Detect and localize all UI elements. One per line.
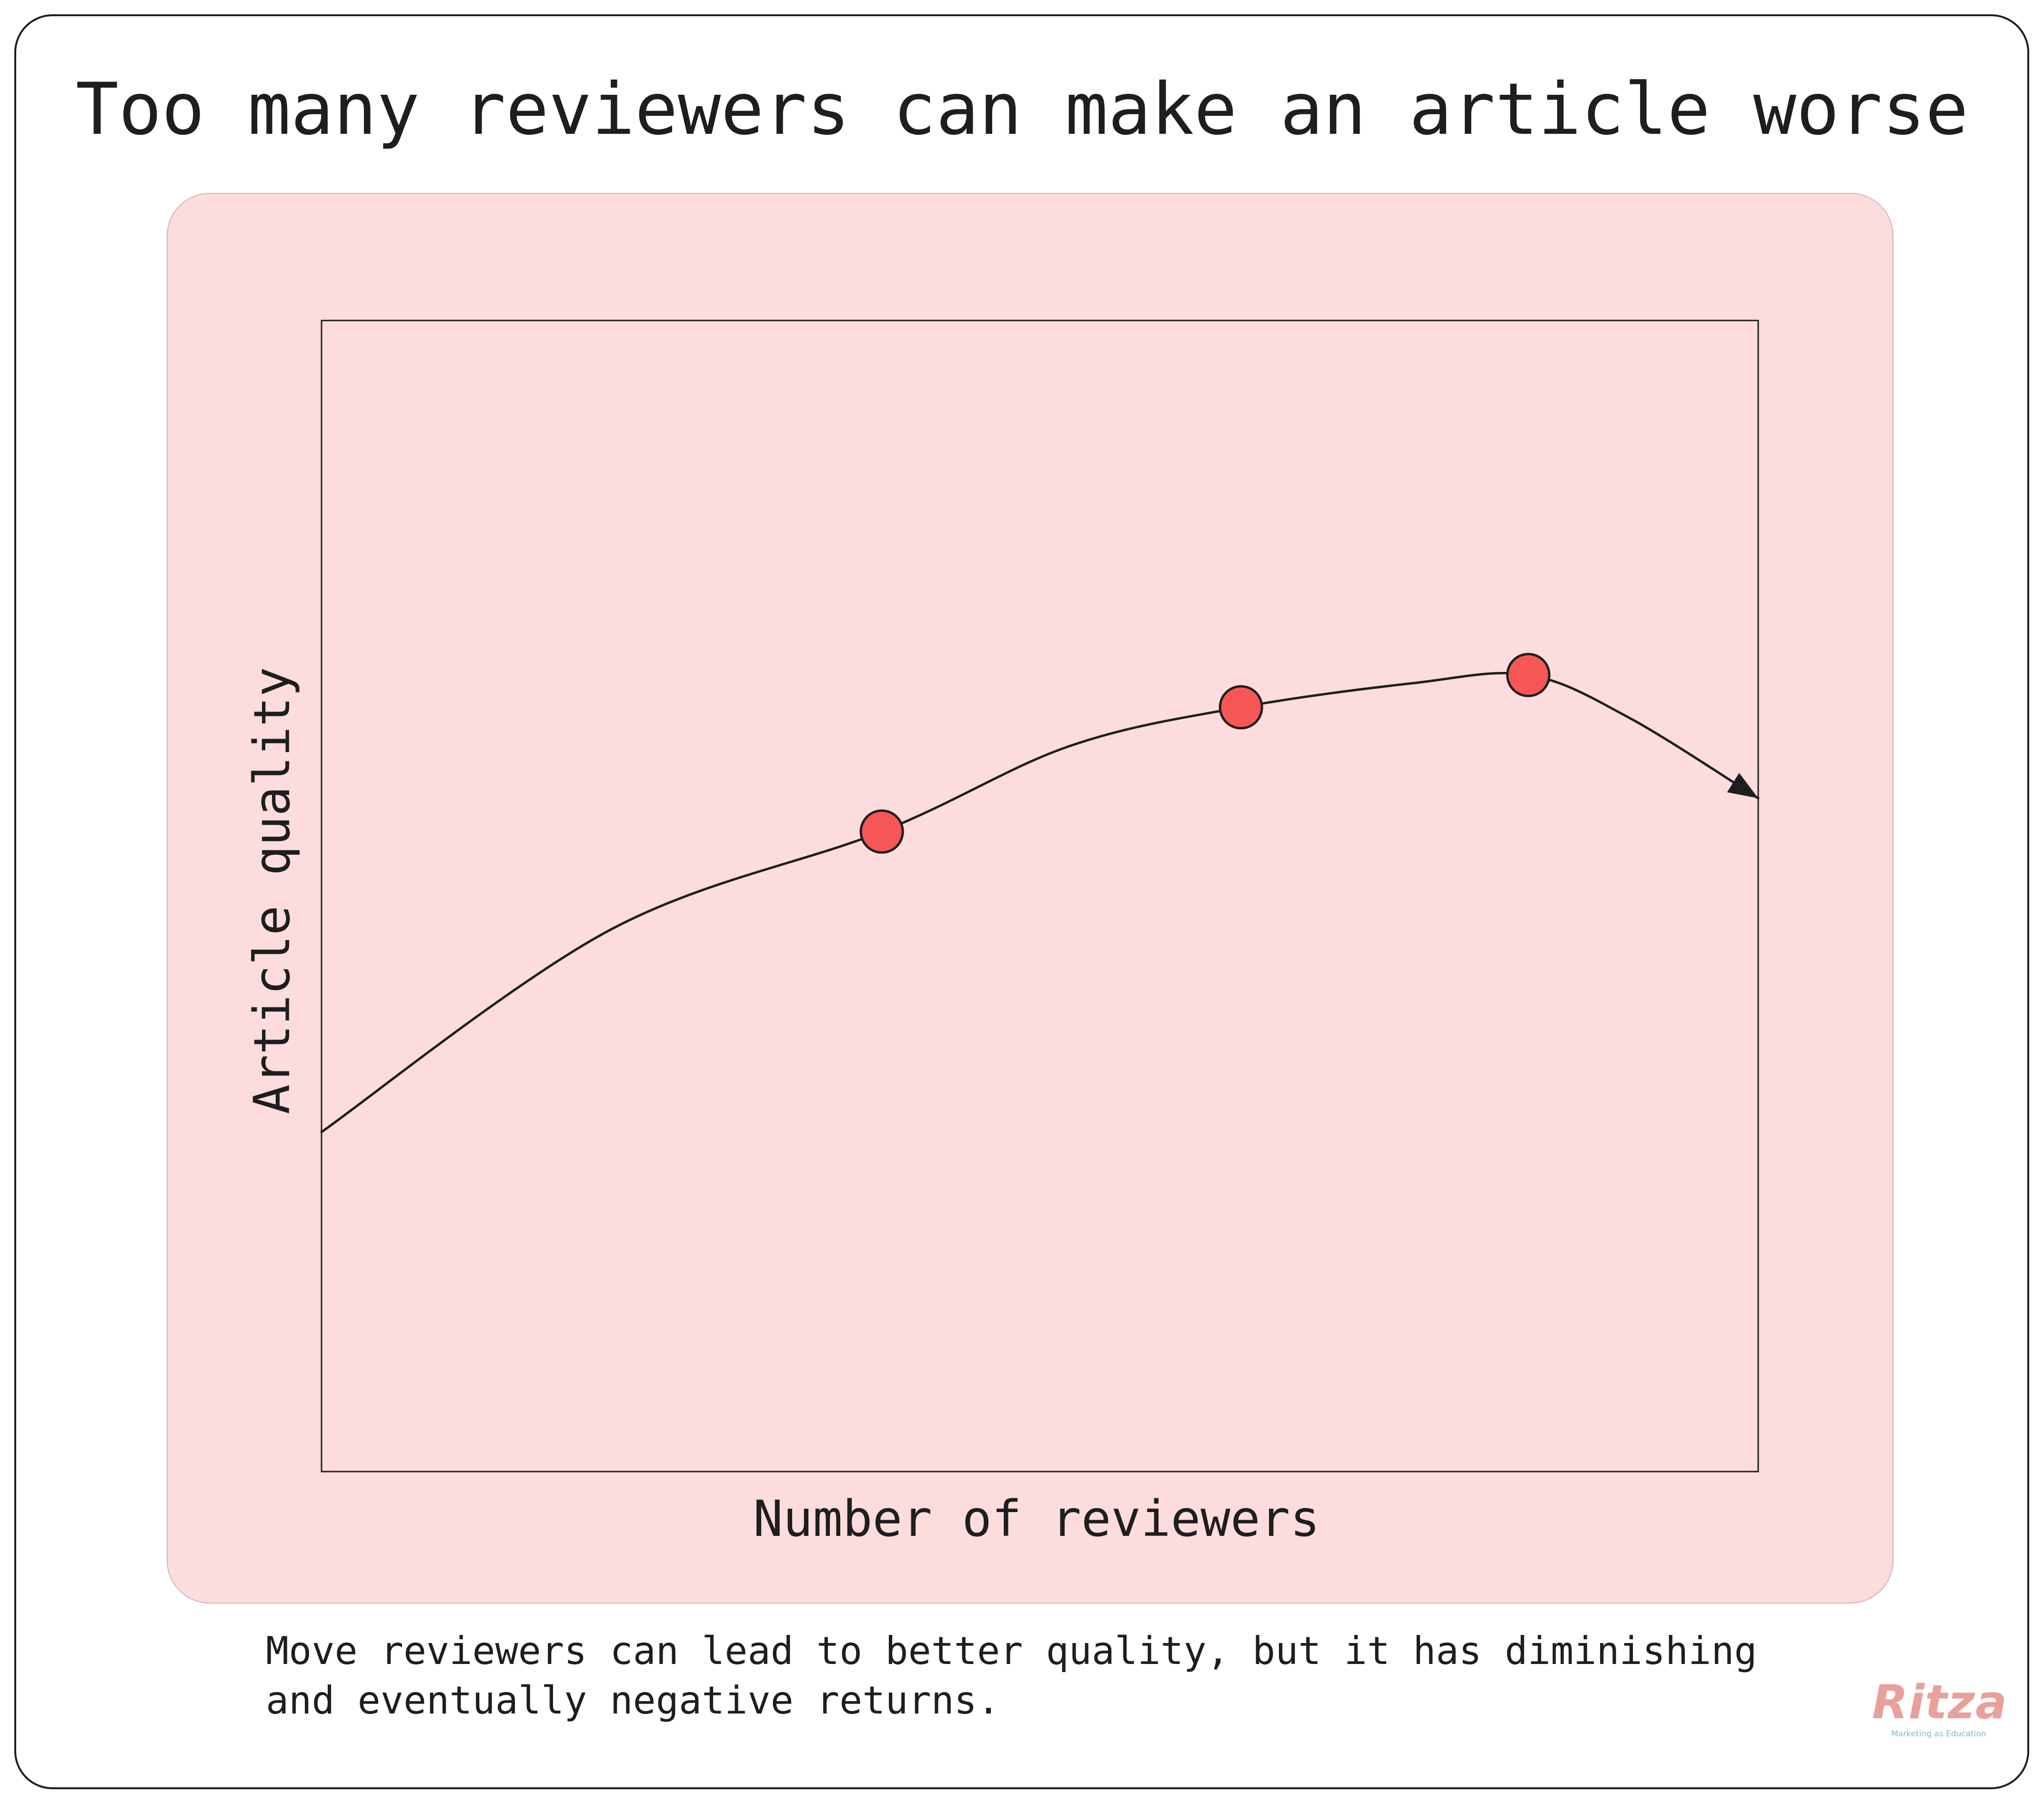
plot-area-frame (321, 320, 1759, 1473)
data-point-marker (859, 809, 904, 854)
data-point-marker (1218, 685, 1263, 730)
data-point-marker (1506, 652, 1551, 697)
arrowhead-icon (1727, 772, 1758, 799)
logo-tagline: Marketing as Education (1891, 1729, 1986, 1739)
chart-panel (167, 193, 1893, 1604)
y-axis-label: Article quality (243, 667, 301, 1114)
logo-wordmark: Ritza (1872, 1675, 2008, 1730)
page-title: Too many reviewers can make an article w… (75, 68, 1969, 151)
ritza-logo: Ritza Marketing as Education (1872, 1675, 2008, 1739)
marker-layer (859, 652, 1551, 854)
curve-layer (320, 671, 1760, 1133)
x-axis-label: Number of reviewers (753, 1490, 1320, 1548)
caption: Move reviewers can lead to better qualit… (266, 1626, 1838, 1725)
series-line (320, 671, 1760, 1133)
caption-line-1: Move reviewers can lead to better qualit… (266, 1629, 1757, 1673)
caption-line-2: and eventually negative returns. (266, 1678, 1000, 1723)
